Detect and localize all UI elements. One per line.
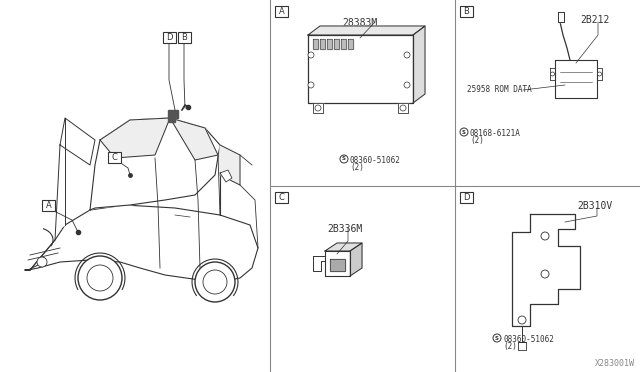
Circle shape [541, 270, 549, 278]
Circle shape [541, 232, 549, 240]
Polygon shape [597, 68, 602, 80]
Polygon shape [90, 118, 220, 210]
Text: X283001W: X283001W [595, 359, 635, 368]
Text: 28383M: 28383M [342, 18, 378, 28]
Polygon shape [60, 118, 95, 165]
Circle shape [37, 257, 47, 267]
Bar [163, 32, 176, 43]
Polygon shape [550, 68, 555, 80]
Circle shape [315, 105, 321, 111]
Text: A: A [45, 201, 51, 210]
Text: 08360-51062: 08360-51062 [503, 335, 554, 344]
Polygon shape [308, 35, 413, 103]
Polygon shape [170, 118, 218, 160]
Circle shape [460, 128, 468, 136]
Polygon shape [220, 145, 240, 185]
Bar [275, 192, 288, 203]
Polygon shape [313, 103, 323, 113]
Polygon shape [348, 39, 353, 49]
Circle shape [400, 105, 406, 111]
Polygon shape [313, 256, 325, 271]
Polygon shape [327, 39, 332, 49]
Polygon shape [413, 26, 425, 103]
Text: 25958 ROM DATA: 25958 ROM DATA [467, 85, 532, 94]
Polygon shape [325, 251, 350, 276]
Polygon shape [512, 214, 580, 326]
Polygon shape [555, 60, 597, 98]
Circle shape [493, 334, 501, 342]
Text: (2): (2) [350, 163, 364, 172]
Polygon shape [313, 39, 318, 49]
Polygon shape [308, 26, 425, 35]
Text: C: C [111, 153, 117, 162]
Text: D: D [463, 193, 470, 202]
Polygon shape [168, 110, 178, 122]
Circle shape [203, 270, 227, 294]
Text: 2B336M: 2B336M [328, 224, 363, 234]
Polygon shape [558, 12, 564, 22]
Text: 08168-6121A: 08168-6121A [470, 129, 521, 138]
Bar [460, 192, 473, 203]
Polygon shape [220, 170, 232, 182]
Circle shape [78, 256, 122, 300]
Polygon shape [330, 259, 345, 271]
Circle shape [195, 262, 235, 302]
Circle shape [404, 52, 410, 58]
Polygon shape [25, 205, 258, 282]
Circle shape [87, 265, 113, 291]
Text: (2): (2) [503, 342, 517, 351]
Circle shape [598, 72, 602, 76]
Text: B: B [463, 7, 469, 16]
Text: A: A [278, 7, 284, 16]
Polygon shape [398, 103, 408, 113]
Text: 08360-51062: 08360-51062 [350, 156, 401, 165]
Bar [108, 152, 121, 163]
Circle shape [550, 72, 554, 76]
Circle shape [340, 155, 348, 163]
Polygon shape [100, 118, 170, 158]
Polygon shape [341, 39, 346, 49]
Text: S: S [495, 336, 499, 340]
Circle shape [308, 52, 314, 58]
Polygon shape [334, 39, 339, 49]
Polygon shape [325, 243, 362, 251]
Circle shape [518, 316, 526, 324]
Text: 2B310V: 2B310V [577, 201, 612, 211]
Circle shape [308, 82, 314, 88]
Polygon shape [320, 39, 325, 49]
Polygon shape [350, 243, 362, 276]
Polygon shape [38, 145, 90, 210]
Text: B: B [182, 33, 188, 42]
Text: (2): (2) [470, 136, 484, 145]
Text: S: S [462, 129, 466, 135]
Text: C: C [278, 193, 284, 202]
Bar [460, 6, 473, 17]
Polygon shape [25, 118, 65, 240]
Circle shape [404, 82, 410, 88]
Bar [178, 32, 191, 43]
Text: 2B212: 2B212 [580, 15, 610, 25]
Bar [42, 200, 55, 211]
Text: D: D [166, 33, 173, 42]
Text: S: S [342, 157, 346, 161]
Bar [275, 6, 288, 17]
